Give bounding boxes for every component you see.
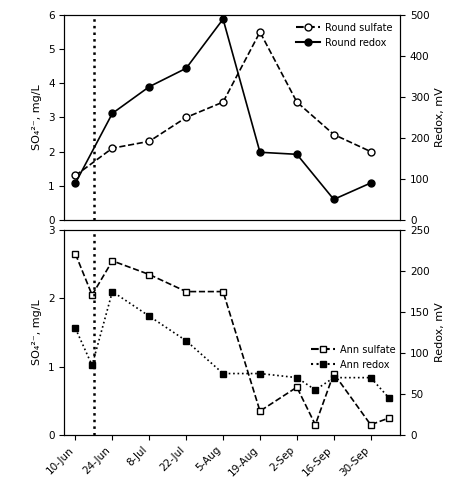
Legend: Ann sulfate, Ann redox: Ann sulfate, Ann redox	[308, 342, 398, 372]
Y-axis label: SO₄²⁻, mg/L: SO₄²⁻, mg/L	[33, 300, 42, 366]
Legend: Round sulfate, Round redox: Round sulfate, Round redox	[292, 20, 394, 50]
Y-axis label: Redox, mV: Redox, mV	[434, 88, 444, 148]
Y-axis label: SO₄²⁻, mg/L: SO₄²⁻, mg/L	[33, 84, 42, 150]
Y-axis label: Redox, mV: Redox, mV	[434, 302, 444, 362]
